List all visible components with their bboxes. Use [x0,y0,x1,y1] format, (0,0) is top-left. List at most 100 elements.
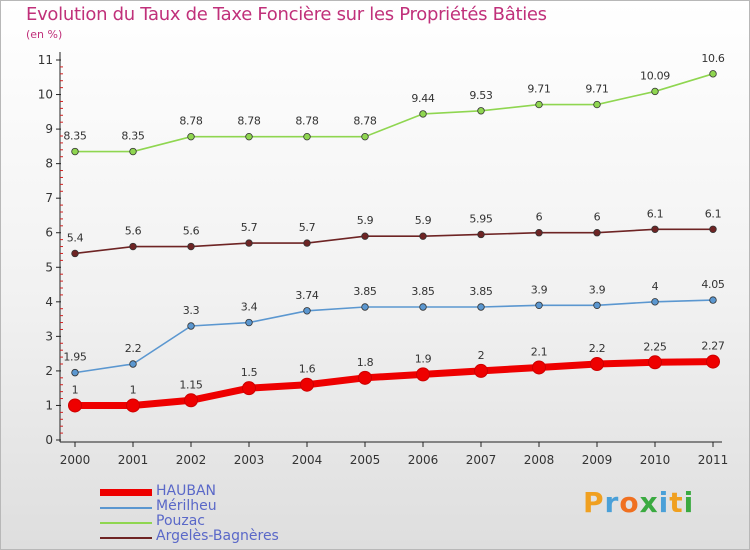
data-point [593,229,601,237]
data-point [303,239,311,247]
data-point [593,301,601,309]
logo-letter: r [604,486,620,519]
data-label: 3.85 [411,285,435,298]
data-point [535,301,543,309]
data-label: 1.6 [299,363,316,376]
data-point [245,132,253,141]
data-point [303,132,311,141]
data-point [651,225,659,233]
data-label: 5.7 [241,221,258,234]
logo-letter: x [639,486,659,519]
data-point [361,232,369,240]
data-label: 8.35 [121,130,145,143]
data-label: 5.9 [415,214,432,227]
y-tick-label: 3 [45,329,53,343]
x-tick-label: 2006 [408,453,439,467]
y-tick-label: 9 [45,122,53,136]
data-point [68,398,82,413]
data-label: 1.95 [63,351,87,364]
data-label: 9.53 [469,89,493,102]
chart-title: Evolution du Taux de Taxe Foncière sur l… [26,4,547,25]
data-label: 1.5 [241,366,258,379]
data-point [187,132,195,141]
data-point [477,230,485,239]
data-point [535,100,543,109]
data-point [129,242,137,251]
data-label: 1.8 [357,356,374,369]
y-tick-label: 2 [45,364,53,378]
data-label: 2.25 [643,340,667,353]
series-points [68,70,720,413]
unit-label: (en %) [26,28,63,41]
data-point [474,363,488,378]
data-point [184,393,198,408]
legend-swatch-hauban [100,489,152,496]
data-point [593,100,601,109]
legend-swatch-merilheu [100,507,152,509]
data-label: 1.9 [415,352,432,365]
data-label: 8.35 [63,130,87,143]
data-label: 4.05 [701,278,725,291]
data-labels: 5.4 5.6 5.6 5.7 5.7 5.9 5.9 5.95 6 6 6.1 6.1 8.35 8.3… [63,52,725,397]
data-point [245,318,253,327]
data-label: 8.78 [295,115,319,128]
data-label: 1 [130,383,137,396]
data-label: 5.4 [67,231,84,244]
data-label: 6.1 [705,207,722,220]
series-line [74,228,713,255]
data-label: 2 [478,349,485,362]
legend-label-hauban: HAUBAN [156,483,217,499]
data-point [242,381,256,396]
logo-letter: i [658,486,670,519]
series-line [74,299,714,374]
data-point [651,298,659,306]
data-point [648,355,662,370]
data-label: 6.1 [647,207,664,220]
data-point [71,368,79,377]
logo-letter: i [683,486,695,519]
data-point [419,303,427,311]
legend-item-merilheu: Mérilheu [100,498,400,517]
x-tick-label: 2007 [466,453,497,467]
data-label: 1 [72,383,79,396]
data-point [477,107,485,115]
data-label: 4 [652,280,659,293]
y-tick-label: 11 [38,53,53,67]
x-tick-label: 2003 [234,453,265,467]
data-label: 8.78 [179,115,203,128]
data-point [709,296,717,304]
data-point [709,70,717,78]
data-point [706,354,720,369]
data-label: 3.9 [531,283,548,296]
data-label: 6 [536,211,543,224]
data-label: 10.6 [701,52,725,65]
data-label: 6 [594,211,601,224]
x-tick-label: 2011 [698,453,729,467]
data-label: 2.1 [531,345,548,358]
series-line [75,73,714,153]
data-point [300,377,314,392]
data-label: 5.9 [357,214,374,227]
legend-item-pouzac: Pouzac [100,513,400,532]
x-tick-label: 2001 [118,453,149,467]
data-label: 10.09 [640,69,670,82]
y-tick-label: 1 [45,398,53,412]
x-tick-label: 2002 [176,453,207,467]
y-tick-label: 0 [45,433,53,447]
legend-swatch-pouzac [100,522,152,524]
data-label: 3.3 [183,304,200,317]
data-label: 3.9 [589,283,606,296]
data-point [419,110,427,118]
data-point [361,303,369,311]
data-label: 8.78 [353,115,377,128]
proxiti-logo: Proxiti [583,486,694,519]
data-point [71,147,79,156]
legend-label-merilheu: Mérilheu [156,498,217,514]
legend-item-argeles-bagneres: Argelès-Bagnères [100,528,400,547]
data-label: 3.74 [295,289,319,302]
data-point [245,239,253,247]
data-point [590,357,604,371]
